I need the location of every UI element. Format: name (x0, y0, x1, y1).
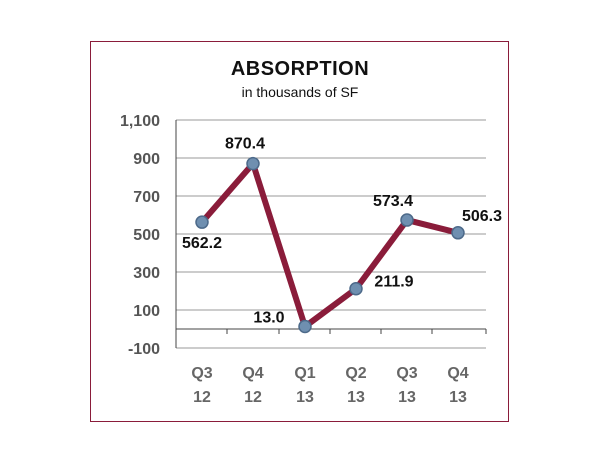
data-point (298, 319, 312, 334)
data-label: 562.2 (182, 235, 222, 252)
data-point (195, 215, 209, 229)
y-tick-label: -100 (128, 341, 160, 358)
x-tick-label: Q3 12 (191, 365, 212, 406)
data-point (246, 156, 260, 171)
x-tick-label: Q3 13 (396, 365, 417, 406)
data-label: 13.0 (253, 310, 284, 327)
y-tick-label: 500 (133, 227, 160, 244)
data-label: 211.9 (374, 274, 413, 291)
data-label: 506.3 (462, 208, 502, 225)
data-point (400, 213, 414, 227)
x-tick-label: Q1 13 (294, 365, 315, 406)
series-line (199, 160, 461, 330)
y-tick-label: 900 (133, 151, 160, 168)
data-label: 573.4 (373, 193, 413, 210)
data-point (349, 281, 363, 296)
y-tick-label: 300 (133, 265, 160, 282)
data-label: 870.4 (225, 136, 265, 153)
x-tick-label: Q4 12 (242, 365, 263, 406)
x-tick-label: Q4 13 (447, 365, 468, 406)
y-tick-label: 700 (133, 189, 160, 206)
chart-title: ABSORPTION (230, 58, 370, 80)
y-tick-label: 1,100 (120, 113, 160, 130)
chart-frame (90, 41, 509, 422)
x-tick-label: Q2 13 (345, 365, 366, 406)
chart-subtitle: in thousands of SF (241, 84, 359, 100)
data-point (451, 226, 465, 240)
y-tick-label: 100 (133, 303, 160, 320)
